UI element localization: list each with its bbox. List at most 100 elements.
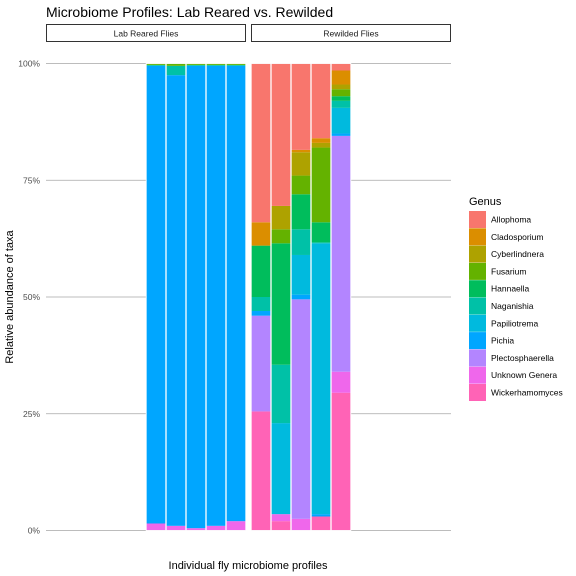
sample-bar bbox=[270, 63, 292, 531]
bar-segment bbox=[251, 411, 271, 531]
bar-segment bbox=[251, 63, 271, 223]
bar-segment bbox=[311, 516, 331, 531]
bar-segment bbox=[331, 107, 351, 134]
bar-segment bbox=[291, 229, 311, 255]
bar-segment bbox=[251, 245, 271, 297]
legend-item: Unknown Genera bbox=[469, 366, 557, 384]
bar-segment bbox=[271, 521, 291, 531]
bar-segment bbox=[331, 135, 351, 372]
bar-outline bbox=[330, 63, 352, 531]
bar-segment bbox=[271, 63, 291, 206]
facet-panel: Rewilded Flies bbox=[250, 24, 451, 531]
bar-segment bbox=[331, 70, 351, 85]
sample-bar bbox=[330, 63, 352, 531]
bar-segment bbox=[291, 175, 311, 195]
y-tick-label: 25% bbox=[23, 409, 40, 419]
sample-bar bbox=[165, 63, 187, 531]
bar-segment bbox=[311, 63, 331, 139]
legend-swatch bbox=[469, 314, 486, 332]
bar-segment bbox=[331, 133, 351, 136]
legend-item: Cladosporium bbox=[469, 228, 543, 246]
sample-bar bbox=[250, 63, 272, 531]
bar-segment bbox=[271, 205, 291, 230]
bar-segment bbox=[186, 65, 206, 529]
y-tick-label: 75% bbox=[23, 175, 40, 185]
bar-segment bbox=[311, 514, 331, 517]
facet-strip bbox=[251, 24, 451, 42]
legend-label: Unknown Genera bbox=[491, 370, 557, 380]
x-axis-label: Individual fly microbiome profiles bbox=[169, 560, 328, 572]
sample-bar bbox=[310, 63, 332, 531]
bar-segment bbox=[166, 63, 186, 66]
legend-swatch bbox=[469, 211, 486, 228]
y-axis-label: Relative abundance of taxa bbox=[4, 229, 16, 363]
legend-item: Wickerhamomyces bbox=[469, 384, 563, 401]
legend-label: Fusarium bbox=[491, 266, 526, 276]
bar-segment bbox=[291, 194, 311, 230]
sample-bar bbox=[290, 63, 312, 531]
legend-label: Pichia bbox=[491, 336, 514, 346]
bar-segment bbox=[206, 525, 226, 531]
bar-segment bbox=[331, 63, 351, 71]
legend-swatch bbox=[469, 228, 486, 246]
sample-bar bbox=[205, 63, 227, 531]
bar-segment bbox=[331, 84, 351, 90]
bar-segment bbox=[331, 89, 351, 97]
bar-segment bbox=[251, 315, 271, 412]
bar-segment bbox=[166, 525, 186, 531]
legend: Genus Allophoma Cladosporium Cyberlindnera… bbox=[469, 196, 563, 401]
bar-segment bbox=[206, 64, 226, 66]
bar-segment bbox=[251, 311, 271, 316]
bar-segment bbox=[311, 138, 331, 143]
legend-swatch bbox=[469, 384, 486, 401]
facet-strip-label: Lab Reared Flies bbox=[114, 29, 179, 39]
bar-segment bbox=[146, 64, 166, 66]
bar-segment bbox=[311, 243, 331, 515]
bar-segment bbox=[271, 514, 291, 522]
y-tick-label: 100% bbox=[18, 59, 40, 69]
legend-title: Genus bbox=[469, 196, 502, 208]
bar-segment bbox=[226, 64, 246, 66]
bar-segment bbox=[291, 518, 311, 531]
legend-swatch bbox=[469, 366, 486, 384]
bar-segment bbox=[291, 149, 311, 153]
sample-bar bbox=[145, 63, 167, 531]
bar-segment bbox=[271, 364, 291, 424]
bar-segment bbox=[291, 294, 311, 300]
bar-segment bbox=[311, 222, 331, 243]
bar-segment bbox=[186, 528, 206, 531]
legend-label: Naganishia bbox=[491, 301, 534, 311]
legend-item: Cyberlindnera bbox=[469, 245, 544, 263]
legend-swatch bbox=[469, 280, 486, 298]
bar-segment bbox=[271, 243, 291, 365]
bar-segment bbox=[311, 147, 331, 223]
legend-item: Papiliotrema bbox=[469, 314, 539, 332]
bar-segment bbox=[186, 64, 206, 66]
bar-segment bbox=[206, 63, 226, 65]
sample-bar bbox=[225, 63, 247, 531]
legend-label: Allophoma bbox=[491, 215, 531, 225]
legend-label: Hannaella bbox=[491, 284, 530, 294]
bar-segment bbox=[331, 100, 351, 108]
legend-label: Cyberlindnera bbox=[491, 249, 544, 259]
bar-segment bbox=[146, 523, 166, 531]
legend-label: Plectosphaerella bbox=[491, 353, 554, 363]
bar-segment bbox=[291, 299, 311, 519]
facet-panel: Lab Reared Flies bbox=[46, 24, 247, 531]
legend-swatch bbox=[469, 297, 486, 315]
bar-segment bbox=[331, 96, 351, 101]
legend-item: Pichia bbox=[469, 332, 514, 350]
legend-swatch bbox=[469, 332, 486, 350]
sample-bar bbox=[185, 63, 207, 531]
facet-strip-label: Rewilded Flies bbox=[323, 29, 378, 39]
bar-segment bbox=[226, 63, 246, 65]
legend-item: Hannaella bbox=[469, 280, 530, 298]
y-tick-label: 50% bbox=[23, 292, 40, 302]
legend-item: Allophoma bbox=[469, 211, 531, 228]
legend-item: Naganishia bbox=[469, 297, 534, 315]
bar-segment bbox=[271, 229, 291, 244]
bar-segment bbox=[146, 63, 166, 65]
bar-segment bbox=[166, 75, 186, 526]
facet-panels: Lab Reared Flies Rewilded Flies bbox=[46, 24, 451, 531]
